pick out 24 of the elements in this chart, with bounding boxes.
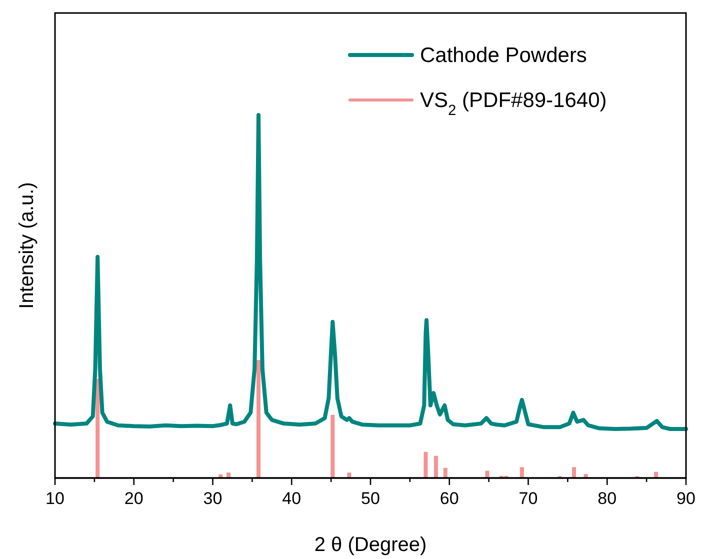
legend-label: VS$_{2}$ (PDF#89-1640) xyxy=(420,89,607,119)
x-tick-label: 50 xyxy=(361,489,380,508)
legend-label: Cathode Powders xyxy=(420,44,587,67)
x-axis-title: 2 θ (Degree) xyxy=(314,534,427,556)
bar xyxy=(330,414,335,478)
bar xyxy=(434,456,438,478)
bar xyxy=(256,360,260,478)
bar xyxy=(424,452,428,478)
x-tick-label: 90 xyxy=(676,489,696,508)
bar xyxy=(520,467,524,478)
bar xyxy=(96,378,100,478)
bar xyxy=(443,468,448,478)
bar xyxy=(347,472,352,478)
x-tick-label: 30 xyxy=(203,489,222,508)
x-tick-label: 20 xyxy=(124,489,144,508)
bar xyxy=(572,467,576,478)
x-tick-label: 70 xyxy=(518,489,538,508)
y-axis-title: Intensity (a.u.) xyxy=(16,182,38,309)
x-tick-label: 60 xyxy=(440,489,459,508)
bar xyxy=(226,472,231,478)
bar xyxy=(485,470,490,478)
x-tick-label: 10 xyxy=(46,489,64,508)
x-tick-label: 80 xyxy=(598,489,617,508)
x-tick-label: 40 xyxy=(282,489,302,508)
